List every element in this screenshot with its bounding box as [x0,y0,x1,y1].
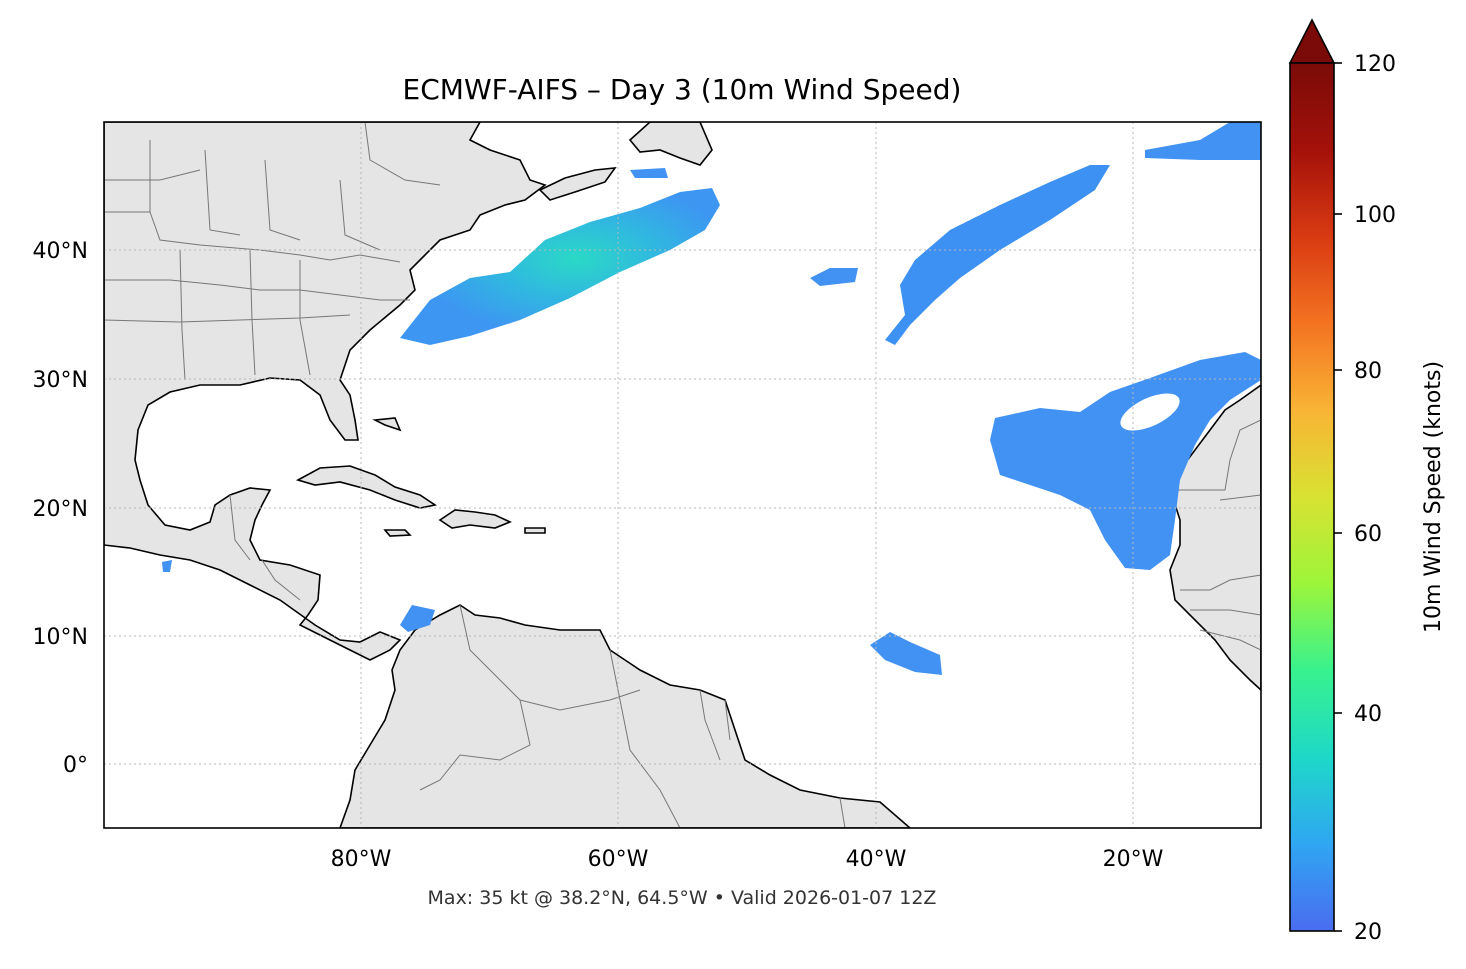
bahamas-land [372,417,402,432]
colorbar-tick: 100 [1354,203,1396,228]
lon-label: 20°W [1103,847,1164,872]
lat-label: 30°N [33,368,88,393]
africa-land [1169,384,1261,692]
lon-label: 60°W [588,847,649,872]
nova-scotia-land [538,167,617,201]
wind-jet-western [400,188,720,345]
colorbar-tick: 40 [1354,702,1382,727]
lat-label: 20°N [33,497,88,522]
colorbar-gradient [1289,62,1335,932]
cuba-land [295,465,438,509]
colorbar-label: 10m Wind Speed (knots) [1421,361,1446,633]
calm-hole-eastern [1120,393,1180,431]
wind-blob-tropical [870,632,942,675]
wind-blob-small-4 [162,560,172,572]
wind-blob-small-1 [810,268,858,286]
hispaniola-land [438,509,513,529]
colorbar-extend-arrow [1288,18,1336,64]
south-america-land [339,604,912,828]
lat-label: 10°N [33,625,88,650]
land-layer [104,122,1261,828]
wind-blob-eastern [990,352,1261,570]
lat-label: 0° [63,753,88,778]
colorbar: 120 100 80 60 40 20 10m Wind Speed (knot… [1288,18,1446,945]
puerto-rico-land [524,527,546,534]
max-wind-footer: Max: 35 kt @ 38.2°N, 64.5°W • Valid 2026… [428,887,937,909]
lon-label: 80°W [331,847,392,872]
wind-field-layer [162,122,1261,675]
map-frame [103,121,1262,829]
jamaica-land [383,529,412,537]
colorbar-tick: 60 [1354,522,1382,547]
colorbar-tick: 20 [1354,920,1382,945]
wind-blob-small-3 [400,605,435,632]
wind-blob-small-2 [630,168,668,178]
wind-band-central [885,165,1110,345]
north-america-land [104,122,547,661]
map-title: ECMWF-AIFS – Day 3 (10m Wind Speed) [403,73,962,106]
lon-labels: 80°W 60°W 40°W 20°W [331,847,1164,872]
lat-label: 40°N [33,239,88,264]
map-area [104,122,1261,828]
colorbar-tick: 80 [1354,359,1382,384]
lon-label: 40°W [846,847,907,872]
wind-blob-ne-corner [1145,122,1261,160]
lat-labels: 40°N 30°N 20°N 10°N 0° [33,239,88,778]
newfoundland-land [628,122,713,166]
colorbar-tick: 120 [1354,52,1396,77]
